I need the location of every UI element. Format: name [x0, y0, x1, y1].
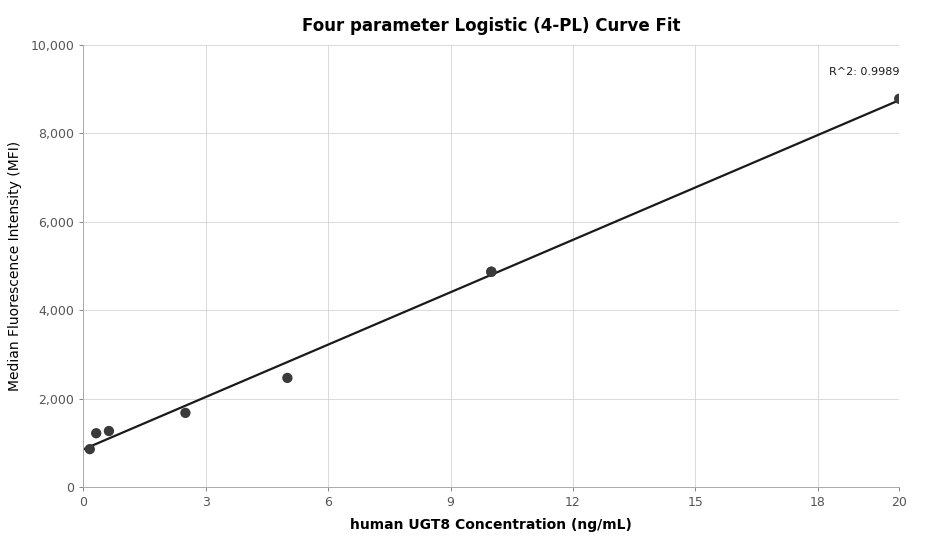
Point [484, 267, 499, 276]
Point [83, 445, 97, 454]
Point [178, 408, 193, 417]
Point [89, 429, 104, 438]
Point [892, 94, 907, 103]
Point [101, 427, 117, 436]
Text: R^2: 0.9989: R^2: 0.9989 [829, 67, 899, 77]
Title: Four parameter Logistic (4-PL) Curve Fit: Four parameter Logistic (4-PL) Curve Fit [302, 17, 680, 35]
Point [484, 267, 499, 276]
Y-axis label: Median Fluorescence Intensity (MFI): Median Fluorescence Intensity (MFI) [8, 141, 22, 391]
Point [280, 374, 295, 382]
X-axis label: human UGT8 Concentration (ng/mL): human UGT8 Concentration (ng/mL) [350, 517, 632, 531]
